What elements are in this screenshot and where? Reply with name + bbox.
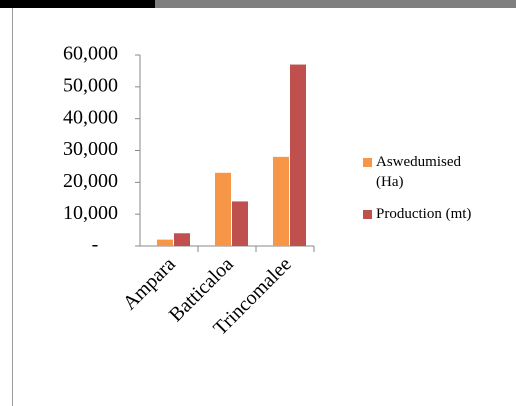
y-tick-label: 20,000 [63, 170, 118, 192]
legend-label: Aswedumised (Ha) [376, 154, 461, 190]
bar [215, 172, 231, 246]
y-tick-label: 60,000 [63, 43, 118, 65]
legend-swatch [363, 158, 372, 167]
bar [157, 239, 173, 246]
y-tick-label: 40,000 [63, 106, 118, 128]
y-tick-label: 50,000 [63, 74, 118, 96]
legend-label: Production (mt) [376, 206, 472, 222]
bar [174, 233, 190, 246]
y-tick-label: 30,000 [63, 138, 118, 160]
header-bar [0, 0, 155, 8]
header-bar-rest [155, 0, 516, 8]
bar [232, 201, 248, 246]
bar [290, 64, 306, 246]
legend-swatch [363, 210, 372, 219]
y-tick-label: - [92, 234, 99, 256]
y-tick-label: 10,000 [63, 202, 118, 224]
bar [273, 156, 289, 246]
